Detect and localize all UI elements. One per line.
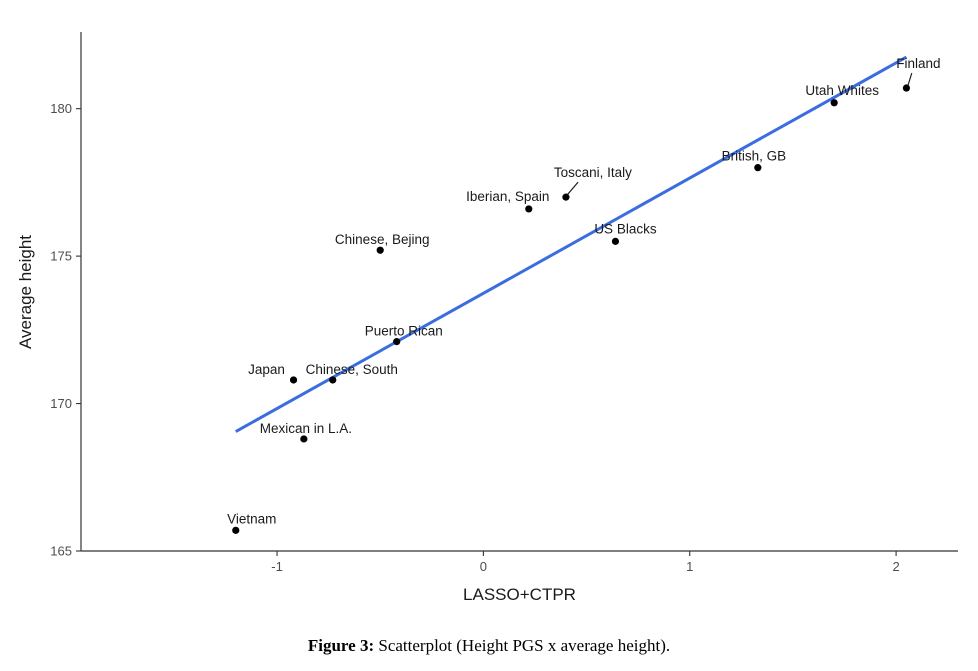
data-point bbox=[376, 246, 384, 254]
data-point bbox=[830, 99, 838, 107]
data-point bbox=[754, 164, 762, 172]
point-label: Puerto Rican bbox=[365, 324, 443, 339]
caption-label: Figure 3: bbox=[307, 636, 375, 655]
x-tick-label: 0 bbox=[480, 559, 487, 574]
x-tick-label: 1 bbox=[686, 559, 693, 574]
x-tick-label: 2 bbox=[892, 559, 899, 574]
fit-line-group bbox=[235, 55, 908, 433]
x-axis-title: LASSO+CTPR bbox=[463, 585, 576, 604]
y-axis-title: Average height bbox=[16, 235, 35, 349]
label-leader-line bbox=[567, 181, 579, 195]
caption-text: Scatterplot (Height PGS x average height… bbox=[374, 636, 671, 655]
point-labels: Finland Utah Whites British, GB Toscani, It… bbox=[227, 56, 940, 526]
y-tick-label: 170 bbox=[50, 396, 72, 411]
data-point bbox=[289, 376, 298, 384]
data-point bbox=[902, 84, 911, 92]
points bbox=[232, 84, 911, 534]
y-tick-label: 165 bbox=[50, 544, 72, 559]
point-label: Iberian, Spain bbox=[466, 189, 549, 204]
point-label: Chinese, South bbox=[306, 362, 398, 377]
axes bbox=[80, 32, 958, 552]
x-ticks: -1 0 1 2 bbox=[271, 551, 900, 574]
point-label: Mexican in L.A. bbox=[260, 421, 352, 436]
point-label: US Blacks bbox=[594, 221, 657, 236]
y-tick-label: 175 bbox=[50, 249, 72, 264]
data-point bbox=[232, 526, 240, 534]
point-label: Chinese, Bejing bbox=[335, 232, 430, 247]
data-point bbox=[525, 205, 533, 213]
y-tick-label: 180 bbox=[50, 101, 72, 116]
data-point bbox=[562, 193, 570, 201]
data-point bbox=[300, 435, 308, 443]
fit-line bbox=[235, 55, 908, 433]
x-tick-label: -1 bbox=[271, 559, 283, 574]
label-leader-line bbox=[907, 72, 913, 86]
point-label: Vietnam bbox=[227, 511, 276, 526]
point-label: Toscani, Italy bbox=[554, 165, 632, 180]
point-label: Utah Whites bbox=[805, 83, 879, 98]
data-point bbox=[611, 237, 620, 245]
y-ticks: 165 170 175 180 bbox=[50, 101, 81, 559]
point-label: British, GB bbox=[722, 149, 787, 164]
data-point bbox=[329, 376, 337, 384]
figure-caption: Figure 3: Scatterplot (Height PGS x aver… bbox=[0, 636, 978, 656]
data-point bbox=[393, 338, 401, 346]
point-label: Japan bbox=[248, 362, 285, 377]
scatterplot: -1 0 1 2 165 170 175 180 Finland Utah Whites Bri… bbox=[16, 32, 958, 604]
point-label: Finland bbox=[896, 56, 940, 71]
